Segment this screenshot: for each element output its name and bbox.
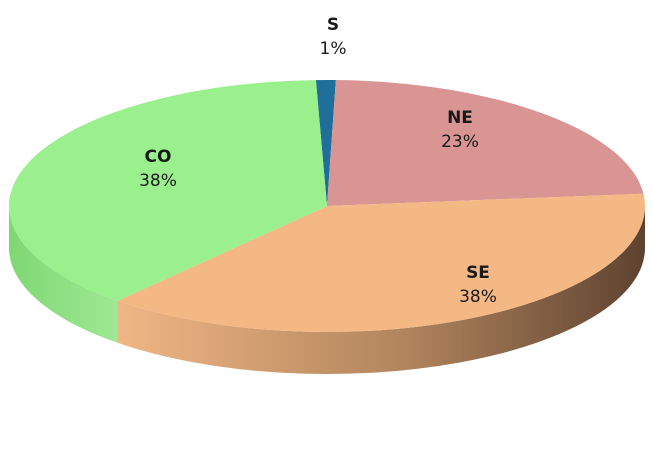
pie-side-layer	[9, 206, 646, 374]
slice-label-co: CO	[145, 147, 172, 167]
pie-slice-s	[315, 80, 336, 206]
pie-slice-co	[8, 80, 328, 301]
slice-percent-ne: 23%	[441, 132, 479, 152]
slice-percent-s: 1%	[320, 39, 347, 59]
slice-label-se: SE	[466, 263, 490, 283]
slice-percent-co: 38%	[139, 171, 177, 191]
pie-label-layer: S 1% NE 23% SE 38% CO 38%	[139, 15, 497, 307]
pie-side-se	[117, 206, 646, 374]
slice-label-ne: NE	[447, 108, 473, 128]
pie-slice-se	[117, 193, 645, 332]
slice-label-s: S	[327, 15, 339, 35]
pie-side-co	[9, 206, 118, 343]
slice-percent-se: 38%	[459, 287, 497, 307]
pie-slice-ne	[327, 80, 644, 206]
pie-top-layer	[8, 80, 645, 332]
